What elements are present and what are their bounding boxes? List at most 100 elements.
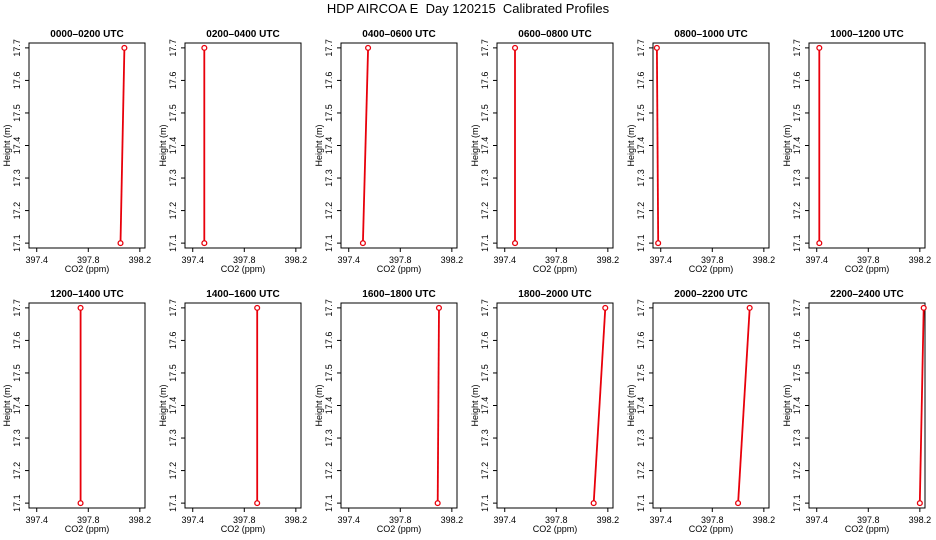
y-tick-label: 17.4 bbox=[324, 397, 334, 415]
y-axis-label: Height (m) bbox=[2, 124, 12, 166]
series-line bbox=[656, 47, 660, 244]
x-axis-label: CO2 (ppm) bbox=[221, 524, 266, 534]
x-axis-label: CO2 (ppm) bbox=[65, 524, 110, 534]
series-line bbox=[436, 307, 440, 504]
data-point bbox=[920, 304, 927, 311]
panel-title: 0800–1000 UTC bbox=[674, 29, 747, 40]
y-tick-label: 17.6 bbox=[12, 72, 22, 90]
x-tick-label: 398.2 bbox=[129, 255, 152, 265]
series-line bbox=[918, 307, 925, 504]
y-tick-label: 17.5 bbox=[636, 364, 646, 382]
plot-frame bbox=[652, 302, 770, 509]
y-tick-label: 17.1 bbox=[168, 494, 178, 512]
y-axis-label: Height (m) bbox=[626, 384, 636, 426]
data-point bbox=[511, 44, 519, 51]
y-tick-label: 17.6 bbox=[324, 332, 334, 350]
y-tick-label: 17.1 bbox=[12, 234, 22, 252]
x-tick-label: 398.2 bbox=[909, 255, 932, 265]
y-tick-label: 17.3 bbox=[480, 429, 490, 447]
series-line bbox=[362, 47, 369, 244]
y-axis-label: Height (m) bbox=[470, 124, 480, 166]
y-tick-label: 17.7 bbox=[480, 299, 490, 317]
y-tick-label: 17.3 bbox=[12, 169, 22, 187]
x-axis-label: CO2 (ppm) bbox=[65, 264, 110, 274]
y-tick-label: 17.3 bbox=[792, 429, 802, 447]
y-tick-label: 17.1 bbox=[636, 494, 646, 512]
y-tick-label: 17.5 bbox=[792, 364, 802, 382]
chart-panel: 1000–1200 UTC 397.4 397.8 398.2 17.1 17.2 17.3… bbox=[782, 29, 931, 274]
data-point bbox=[511, 240, 519, 247]
data-point bbox=[365, 44, 372, 51]
y-tick-label: 17.2 bbox=[480, 202, 490, 220]
x-tick-label: 398.2 bbox=[753, 515, 776, 525]
y-axis-label: Height (m) bbox=[2, 384, 12, 426]
x-tick-label: 397.8 bbox=[857, 255, 880, 265]
y-tick-label: 17.5 bbox=[12, 104, 22, 122]
x-tick-label: 398.2 bbox=[129, 515, 152, 525]
x-tick-label: 398.2 bbox=[753, 255, 776, 265]
series-line bbox=[592, 307, 607, 504]
x-axis-label: CO2 (ppm) bbox=[533, 264, 578, 274]
data-point bbox=[916, 500, 923, 507]
y-axis-label: Height (m) bbox=[314, 124, 324, 166]
x-tick-label: 397.8 bbox=[389, 515, 412, 525]
x-tick-label: 397.8 bbox=[545, 515, 568, 525]
panel-title: 0000–0200 UTC bbox=[50, 29, 123, 40]
x-tick-label: 397.4 bbox=[181, 255, 204, 265]
series-line bbox=[119, 47, 126, 244]
y-axis-label: Height (m) bbox=[158, 124, 168, 166]
y-tick-label: 17.1 bbox=[792, 234, 802, 252]
x-tick-label: 397.4 bbox=[649, 255, 672, 265]
data-point bbox=[735, 500, 742, 507]
y-tick-label: 17.4 bbox=[12, 397, 22, 415]
data-point bbox=[121, 44, 128, 51]
panel-title: 2000–2200 UTC bbox=[674, 289, 747, 300]
y-tick-label: 17.6 bbox=[636, 72, 646, 90]
panel-title: 0400–0600 UTC bbox=[362, 29, 435, 40]
chart-panel: 1400–1600 UTC 397.4 397.8 398.2 17.1 17.2 17.3… bbox=[158, 289, 307, 534]
panel-title: 1800–2000 UTC bbox=[518, 289, 591, 300]
y-tick-label: 17.4 bbox=[168, 397, 178, 415]
y-tick-label: 17.3 bbox=[324, 169, 334, 187]
panel-title: 0200–0400 UTC bbox=[206, 29, 279, 40]
plot-frame bbox=[808, 42, 926, 249]
y-axis-label: Height (m) bbox=[470, 384, 480, 426]
x-tick-label: 397.4 bbox=[493, 255, 516, 265]
y-tick-label: 17.5 bbox=[480, 104, 490, 122]
y-tick-label: 17.1 bbox=[480, 494, 490, 512]
x-tick-label: 398.2 bbox=[285, 515, 308, 525]
x-tick-label: 398.2 bbox=[441, 255, 464, 265]
x-tick-label: 397.4 bbox=[337, 255, 360, 265]
y-tick-label: 17.6 bbox=[168, 332, 178, 350]
y-tick-label: 17.5 bbox=[12, 364, 22, 382]
x-tick-label: 397.8 bbox=[233, 255, 256, 265]
y-tick-label: 17.3 bbox=[168, 169, 178, 187]
x-axis-label: CO2 (ppm) bbox=[689, 524, 734, 534]
panel-title: 2200–2400 UTC bbox=[830, 289, 903, 300]
y-tick-label: 17.7 bbox=[168, 39, 178, 57]
x-tick-label: 397.8 bbox=[545, 255, 568, 265]
y-tick-label: 17.6 bbox=[480, 332, 490, 350]
panel-title: 1400–1600 UTC bbox=[206, 289, 279, 300]
data-point bbox=[590, 500, 597, 507]
y-tick-label: 17.6 bbox=[480, 72, 490, 90]
y-tick-label: 17.5 bbox=[480, 364, 490, 382]
y-tick-label: 17.6 bbox=[636, 332, 646, 350]
data-point bbox=[201, 240, 208, 247]
y-tick-label: 17.1 bbox=[324, 494, 334, 512]
y-tick-label: 17.2 bbox=[12, 202, 22, 220]
y-tick-label: 17.5 bbox=[324, 104, 334, 122]
y-tick-label: 17.4 bbox=[12, 137, 22, 155]
y-tick-label: 17.4 bbox=[480, 137, 490, 155]
y-tick-label: 17.3 bbox=[636, 429, 646, 447]
x-tick-label: 398.2 bbox=[597, 515, 620, 525]
y-tick-label: 17.3 bbox=[792, 169, 802, 187]
y-tick-label: 17.3 bbox=[168, 429, 178, 447]
y-tick-label: 17.2 bbox=[324, 202, 334, 220]
panel-title: 1000–1200 UTC bbox=[830, 29, 903, 40]
data-point bbox=[359, 240, 366, 247]
y-tick-label: 17.7 bbox=[636, 39, 646, 57]
y-tick-label: 17.7 bbox=[480, 39, 490, 57]
x-tick-label: 398.2 bbox=[909, 515, 932, 525]
y-tick-label: 17.5 bbox=[636, 104, 646, 122]
